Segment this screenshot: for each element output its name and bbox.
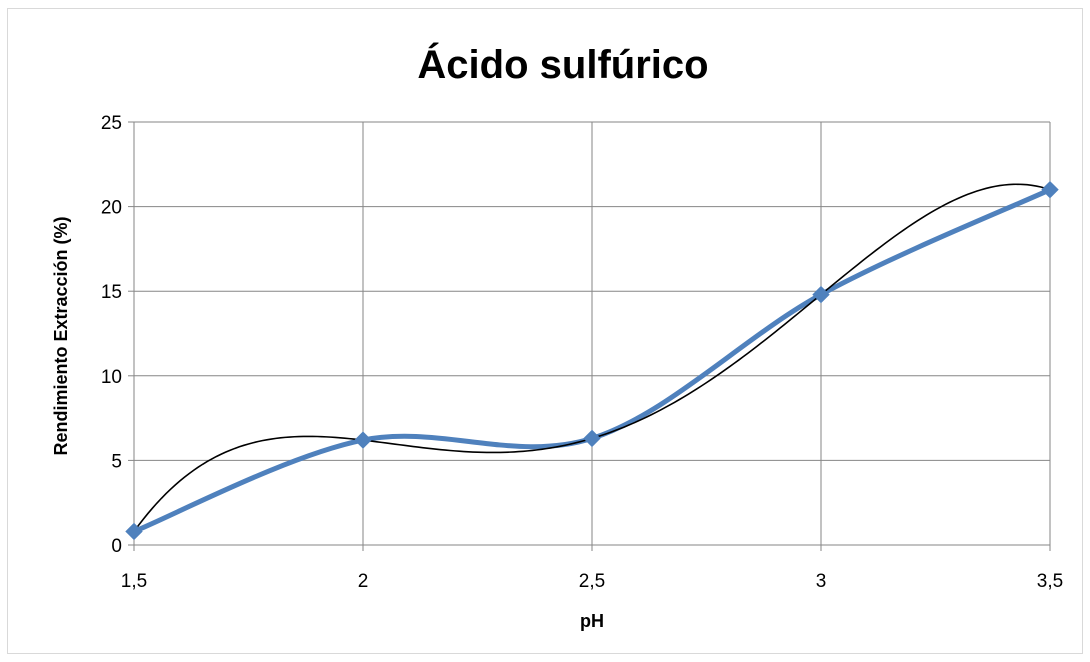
x-tick-label: 2 <box>358 571 369 592</box>
data-point <box>1041 180 1059 199</box>
data-point <box>354 431 372 449</box>
x-tick-label: 3 <box>816 571 827 592</box>
x-axis-label: pH <box>580 611 604 631</box>
y-tick-label: 5 <box>111 451 122 472</box>
y-tick-label: 20 <box>101 198 122 219</box>
chart-title: Ácido sulfúrico <box>417 42 708 87</box>
data-point <box>125 522 143 541</box>
y-tick-label: 25 <box>101 113 122 134</box>
y-tick-label: 10 <box>101 367 122 388</box>
ticks: 0 5 10 15 20 25 1,5 2 2,5 3 3,5 <box>101 113 1063 592</box>
grid <box>133 121 1051 546</box>
x-tick-label: 2,5 <box>579 571 605 592</box>
data-point <box>812 285 830 304</box>
y-axis-label: Rendimiento Extracción (%) <box>51 216 71 455</box>
y-tick-label: 15 <box>101 282 122 303</box>
data-point <box>583 429 601 448</box>
chart-frame <box>7 8 1083 654</box>
y-tick-label: 0 <box>111 536 122 557</box>
x-tick-label: 1,5 <box>121 571 147 592</box>
x-tick-label: 3,5 <box>1037 571 1063 592</box>
series-layer <box>125 180 1059 541</box>
